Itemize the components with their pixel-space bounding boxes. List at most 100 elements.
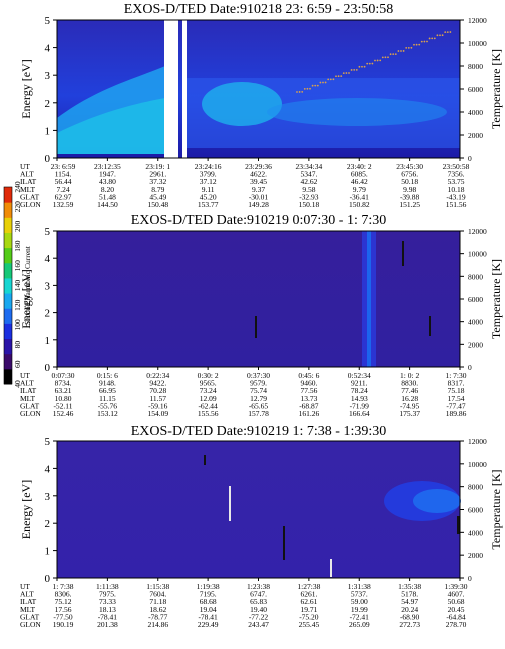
temperature-point xyxy=(358,65,361,68)
table-cell: 23: 6:59 xyxy=(51,162,76,171)
table-cell: 154.09 xyxy=(147,409,168,418)
table-cell: 255.45 xyxy=(299,620,320,629)
y2-tick-label: 0 xyxy=(468,363,472,372)
table-cell: 7604. xyxy=(149,590,166,599)
table-row-label: ALT xyxy=(20,379,34,388)
table-cell: 144.50 xyxy=(97,200,118,209)
table-row-label: UT xyxy=(20,371,30,380)
colorbar-frame xyxy=(3,186,13,385)
table-cell: 10.18 xyxy=(448,185,465,194)
colorbar-tick-label: 180 xyxy=(13,240,22,252)
temperature-point xyxy=(374,59,376,62)
temperature-point xyxy=(371,62,374,65)
table-cell: 9.98 xyxy=(403,185,416,194)
table-cell: 8317. xyxy=(448,379,465,388)
table-cell: 75.74 xyxy=(250,386,267,395)
table-cell: 1: 0: 2 xyxy=(400,371,419,380)
temperature-point xyxy=(366,62,369,65)
spectrogram-field xyxy=(57,231,460,367)
temperature-point xyxy=(413,43,415,46)
temperature-point xyxy=(327,78,330,81)
table-cell: 43.80 xyxy=(99,177,116,186)
colorbar: 40 60 80 100 120 140 160 180 200 220 240 Second Har… xyxy=(3,181,32,388)
table-cell: 151.56 xyxy=(446,200,467,209)
table-cell: 53.75 xyxy=(448,177,465,186)
table-cell: 9565. xyxy=(200,379,217,388)
table-cell: 23:19: 1 xyxy=(145,162,170,171)
colorbar-tick-label: 100 xyxy=(13,319,22,331)
data-gap xyxy=(182,20,187,158)
temperature-point xyxy=(348,72,350,74)
dropout-mark xyxy=(429,316,431,336)
panel-3: EXOS-D/TED Date:910219 1: 7:38 - 1:39:30… xyxy=(19,424,503,629)
colorbar-tick-label: 40 xyxy=(13,380,22,388)
table-cell: 2961. xyxy=(149,170,166,179)
table-cell: 1154. xyxy=(55,170,72,179)
table-cell: 243.47 xyxy=(248,620,269,629)
y-tick-label: 5 xyxy=(45,436,51,448)
table-cell: 23:50:58 xyxy=(443,162,470,171)
table-cell: 71.18 xyxy=(149,597,166,606)
temperature-point xyxy=(335,75,337,78)
intensity-region xyxy=(57,98,165,154)
table-cell: 8.79 xyxy=(151,185,164,194)
table-row-label: ALT xyxy=(20,170,34,179)
table-cell: 62.61 xyxy=(300,597,317,606)
y-tick-label: 3 xyxy=(45,70,51,82)
table-cell: 1: 7:38 xyxy=(52,582,73,591)
table-cell: 78.24 xyxy=(351,386,368,395)
y2-tick-label: 0 xyxy=(468,574,472,583)
table-cell: 19.40 xyxy=(250,605,267,614)
table-cell: 6756. xyxy=(401,170,418,179)
table-cell: 149.28 xyxy=(248,200,269,209)
y-axis-label: Energy [eV] xyxy=(19,269,33,328)
colorbar-tick-label: 220 xyxy=(13,201,22,213)
temperature-point xyxy=(296,91,298,93)
table-row-label: ILAT xyxy=(20,177,37,186)
table-row-label: MLT xyxy=(20,394,36,403)
table-cell: 23:40: 2 xyxy=(347,162,372,171)
temperature-point xyxy=(397,50,400,52)
temperature-point xyxy=(418,43,421,46)
table-cell: 16.28 xyxy=(401,394,418,403)
table-cell: 4607. xyxy=(448,590,465,599)
temperature-point xyxy=(449,31,452,33)
table-cell: 0:22:34 xyxy=(146,371,169,380)
table-cell: 63.21 xyxy=(55,386,72,395)
y-tick-label: 4 xyxy=(45,463,51,475)
colorbar-segment xyxy=(4,353,12,370)
table-cell: 150.18 xyxy=(299,200,320,209)
table-cell: -68.87 xyxy=(299,401,319,410)
temperature-point xyxy=(345,72,348,74)
table-cell: -77.47 xyxy=(446,401,466,410)
table-cell: 132.59 xyxy=(53,200,74,209)
y-tick-label: 5 xyxy=(45,226,51,238)
panel-title: EXOS-D/TED Date:910219 0:07:30 - 1: 7:30 xyxy=(131,213,386,228)
temperature-point xyxy=(433,37,436,40)
y-tick-label: 0 xyxy=(45,362,51,374)
colorbar-segment xyxy=(4,187,12,203)
table-cell: 14.93 xyxy=(351,394,368,403)
panel-2: EXOS-D/TED Date:910219 0:07:30 - 1: 7:30… xyxy=(19,213,503,418)
table-cell: 0:37:30 xyxy=(247,371,270,380)
colorbar-tick-label: 80 xyxy=(13,341,22,349)
table-cell: 5178. xyxy=(401,590,418,599)
table-cell: 150.82 xyxy=(349,200,370,209)
temperature-point xyxy=(400,50,402,52)
table-cell: 9.11 xyxy=(202,185,215,194)
temperature-point xyxy=(441,34,444,37)
table-cell: 272.73 xyxy=(399,620,420,629)
colorbar-segment xyxy=(4,232,12,249)
table-cell: -39.88 xyxy=(400,192,420,201)
table-cell: 17.54 xyxy=(448,394,465,403)
table-cell: -36.41 xyxy=(350,192,370,201)
temperature-point xyxy=(415,43,418,46)
table-cell: 5347. xyxy=(300,170,317,179)
y-tick-label: 0 xyxy=(45,573,51,585)
table-cell: 19.04 xyxy=(200,605,217,614)
temperature-point xyxy=(387,56,389,59)
table-cell: 1:39:30 xyxy=(445,582,468,591)
colorbar-tick-label: 160 xyxy=(13,260,22,272)
table-cell: 8734. xyxy=(55,379,72,388)
